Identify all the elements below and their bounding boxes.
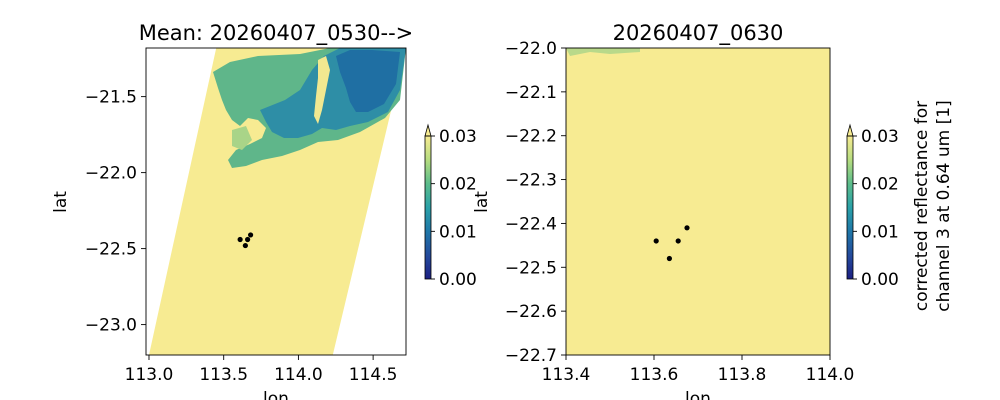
y-tick-label: −22.1 xyxy=(505,83,557,103)
data-point xyxy=(675,238,681,244)
data-point xyxy=(653,238,659,244)
left-y-ticks: −21.5 −22.0 −22.5 −23.0 xyxy=(85,88,146,336)
left-cloud-dark xyxy=(336,50,400,112)
left-plot-image xyxy=(148,48,406,355)
y-tick-label: −23.0 xyxy=(85,316,137,336)
right-points-group xyxy=(653,225,690,262)
right-plot-frame xyxy=(565,47,831,356)
right-colorbar-ticks: 0.00 0.01 0.02 0.03 xyxy=(853,127,899,290)
colorbar-tick-label: 0.01 xyxy=(439,222,477,242)
y-tick-label: −22.6 xyxy=(505,302,557,322)
data-point xyxy=(684,225,690,231)
right-y-ticks: −22.0 −22.1 −22.2 −22.3 −22.4 −22.5 −22.6 −22.7 xyxy=(505,39,566,366)
x-tick-label: 113.6 xyxy=(630,365,679,385)
left-x-axis-label: lon xyxy=(263,389,289,400)
colorbar-tick-label: 0.00 xyxy=(861,270,899,290)
y-tick-label: −22.7 xyxy=(505,346,557,366)
colorbar-tick-label: 0.03 xyxy=(439,127,477,147)
left-colorbar-extend-arrow xyxy=(424,123,432,137)
y-tick-label: −22.4 xyxy=(505,214,557,234)
right-x-axis-label: lon xyxy=(685,389,711,400)
right-colorbar-bar xyxy=(847,136,853,279)
data-point xyxy=(666,255,673,262)
x-tick-label: 114.5 xyxy=(349,365,398,385)
data-point xyxy=(245,236,251,243)
right-colorbar-label-line2: channel 3 at 0.64 um [1] xyxy=(934,100,954,311)
right-y-axis-label: lat xyxy=(472,191,492,213)
data-point xyxy=(237,236,243,243)
x-tick-label: 113.0 xyxy=(125,365,174,385)
right-plot-panel: 20260407_0630 113.4 113.6 113.8 114.0 −22.0… xyxy=(472,21,954,400)
right-top-speckle xyxy=(566,48,640,56)
data-point xyxy=(247,232,254,238)
y-tick-label: −22.5 xyxy=(85,240,137,260)
y-tick-label: −22.3 xyxy=(505,171,557,191)
colorbar-tick-label: 0.00 xyxy=(439,270,477,290)
colorbar-tick-label: 0.03 xyxy=(861,127,899,147)
right-plot-fill xyxy=(566,48,830,355)
x-tick-label: 114.0 xyxy=(806,365,855,385)
left-colorbar-ticks: 0.00 0.01 0.02 0.03 xyxy=(431,127,477,290)
data-point xyxy=(242,242,248,249)
left-y-axis-label: lat xyxy=(51,191,71,213)
left-colorbar: 0.00 0.01 0.02 0.03 xyxy=(424,123,477,290)
right-colorbar-extend-arrow xyxy=(846,123,854,137)
y-tick-label: −22.0 xyxy=(85,164,137,184)
left-plot-title: Mean: 20260407_0530--> xyxy=(139,21,414,46)
x-tick-label: 113.5 xyxy=(199,365,248,385)
y-tick-label: −22.0 xyxy=(505,39,557,59)
left-cloud-stripe xyxy=(314,56,330,124)
y-tick-label: −22.5 xyxy=(505,258,557,278)
x-tick-label: 113.8 xyxy=(718,365,767,385)
left-cloud-fringe xyxy=(232,126,252,150)
right-x-ticks: 113.4 113.6 113.8 114.0 xyxy=(542,355,855,385)
y-tick-label: −22.2 xyxy=(505,127,557,147)
colorbar-tick-label: 0.01 xyxy=(861,222,899,242)
x-tick-label: 114.0 xyxy=(274,365,323,385)
right-plot-title: 20260407_0630 xyxy=(613,21,784,46)
left-points-group xyxy=(237,232,254,249)
right-colorbar: 0.00 0.01 0.02 0.03 corrected reflectance f… xyxy=(846,100,954,312)
left-plot-frame xyxy=(145,47,407,356)
left-x-ticks: 113.0 113.5 114.0 114.5 xyxy=(125,355,398,385)
left-colorbar-bar xyxy=(425,136,431,279)
left-plot-panel: Mean: 20260407_0530--> 113.0 113.5 114.0 11… xyxy=(51,21,477,400)
y-tick-label: −21.5 xyxy=(85,88,137,108)
right-colorbar-label-line1: corrected reflectance for xyxy=(912,101,932,311)
x-tick-label: 113.4 xyxy=(542,365,591,385)
colorbar-tick-label: 0.02 xyxy=(439,175,477,195)
colorbar-tick-label: 0.02 xyxy=(861,175,899,195)
right-plot-image xyxy=(566,48,830,355)
